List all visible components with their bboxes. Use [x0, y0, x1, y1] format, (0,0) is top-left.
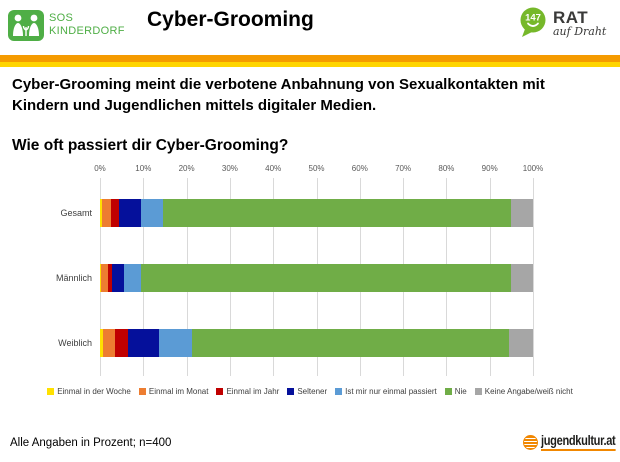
bar-segment [140, 264, 512, 292]
chart-heading: Wie oft passiert dir Cyber-Grooming? [12, 137, 289, 154]
jugendkultur-wordmark: jugendkultur.at [541, 433, 616, 451]
bar-segment [127, 329, 160, 357]
legend-item: Einmal im Monat [138, 387, 209, 396]
147-speech-bubble-icon: 147 [520, 7, 546, 37]
sos-line2: KINDERDORF [49, 25, 125, 37]
svg-text:147: 147 [525, 13, 541, 24]
x-tick-label: 50% [308, 164, 325, 173]
category-label: Gesamt [60, 208, 92, 218]
x-tick-label: 30% [221, 164, 238, 173]
rat-auf-draht-wordmark: RAT auf Draht [553, 7, 606, 38]
bar-segment [511, 264, 533, 292]
bar-segment [162, 199, 512, 227]
bar-segment [102, 329, 115, 357]
category-label: Weiblich [58, 338, 92, 348]
divider-bar [0, 55, 620, 67]
legend-swatch [444, 388, 452, 395]
legend-item: Seltener [287, 387, 327, 396]
legend-label: Keine Angabe/weiß nicht [484, 387, 573, 396]
rat-line2: auf Draht [553, 25, 607, 38]
legend-swatch [47, 388, 55, 395]
legend-swatch [474, 388, 482, 395]
legend-swatch [335, 388, 343, 395]
legend-item: Nie [444, 387, 467, 396]
x-tick-label: 0% [94, 164, 106, 173]
chart-legend: Einmal in der Woche Einmal im Monat Einmal… [0, 387, 620, 396]
x-tick-label: 60% [351, 164, 368, 173]
bar-segment [100, 264, 102, 292]
bar-segment [191, 329, 510, 357]
stacked-bar [100, 329, 533, 357]
sos-line1: SOS [49, 12, 74, 24]
legend-label: Einmal im Monat [148, 387, 209, 396]
bar-segment [511, 199, 533, 227]
sos-kinderdorf-logo: SOS KINDERDORF [8, 10, 125, 41]
bar-segment [100, 199, 103, 227]
bar-segment [119, 199, 142, 227]
bar-segment [124, 264, 141, 292]
sos-kinderdorf-wordmark: SOS KINDERDORF [49, 10, 125, 38]
bar-segment [159, 329, 192, 357]
jugendkultur-ball-icon [523, 434, 538, 450]
x-tick-label: 20% [178, 164, 195, 173]
x-tick-label: 40% [265, 164, 282, 173]
legend-item: Ist mir nur einmal passiert [335, 387, 437, 396]
legend-label: Einmal in der Woche [57, 387, 131, 396]
stacked-bar [100, 199, 533, 227]
legend-swatch [287, 388, 295, 395]
divider-yellow-stripe [0, 62, 620, 67]
legend-swatch [216, 388, 224, 395]
x-tick-label: 90% [481, 164, 498, 173]
bar-segment [141, 199, 163, 227]
legend-item: Einmal in der Woche [47, 387, 131, 396]
divider-orange-stripe [0, 55, 620, 62]
rat-auf-draht-logo: 147 RAT auf Draht [519, 7, 606, 38]
legend-label: Einmal im Jahr [226, 387, 280, 396]
bar-segment [112, 264, 125, 292]
bar-segment [101, 264, 108, 292]
legend-label: Seltener [297, 387, 328, 396]
x-axis: 0% 10% 20% 30% 40% 50% 60% 70% 80% 90% 100% [94, 164, 543, 174]
legend-label: Ist mir nur einmal passiert [345, 387, 437, 396]
bar-segment [102, 199, 111, 227]
rat-line1: RAT [553, 8, 589, 27]
sos-kinderdorf-icon [8, 10, 44, 41]
bar-chart: 0% 10% 20% 30% 40% 50% 60% 70% 80% 90% 100% Gesamt… [0, 160, 620, 410]
x-tick-label: 10% [135, 164, 152, 173]
category-label: Männlich [55, 273, 92, 283]
bar-segment [114, 329, 128, 357]
bar-row-gesamt: Gesamt [0, 199, 620, 227]
legend-item: Keine Angabe/weiß nicht [474, 387, 573, 396]
page-title: Cyber-Grooming [147, 8, 314, 31]
bar-segment [100, 329, 103, 357]
x-tick-label: 100% [522, 164, 544, 173]
x-tick-label: 80% [438, 164, 455, 173]
gridline [533, 178, 534, 376]
stacked-bar [100, 264, 533, 292]
legend-swatch [138, 388, 146, 395]
footnote: Alle Angaben in Prozent; n=400 [10, 437, 172, 449]
legend-label: Nie [454, 387, 467, 396]
bar-row-weiblich: Weiblich [0, 329, 620, 357]
legend-item: Einmal im Jahr [216, 387, 279, 396]
x-tick-label: 70% [395, 164, 412, 173]
jugendkultur-logo: jugendkultur.at [523, 433, 620, 451]
intro-text: Cyber-Grooming meint die verbotene Anbah… [12, 76, 545, 114]
bar-segment [107, 264, 113, 292]
bar-segment [110, 199, 120, 227]
bar-row-männlich: Männlich [0, 264, 620, 292]
bar-segment [509, 329, 533, 357]
